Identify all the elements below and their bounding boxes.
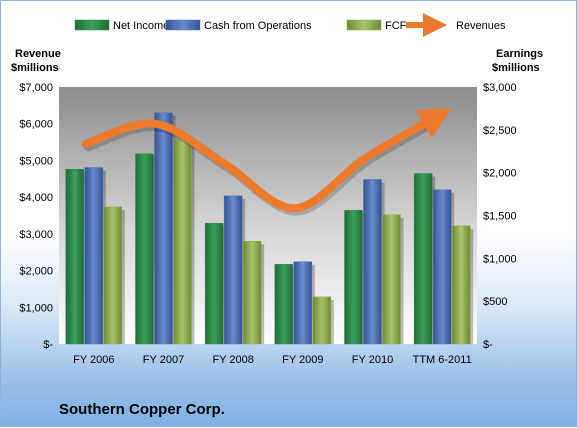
left-tick-label: $7,000 [19,82,53,94]
revenue-line-path [81,108,452,213]
left-axis-title-line2: $millions [11,62,59,74]
left-tick-label: $- [43,339,53,351]
right-axis-title-line2: $millions [492,62,540,74]
left-tick-label: $2,000 [19,266,53,278]
left-tick-label: $6,000 [19,119,53,131]
x-tick-label: FY 2006 [73,354,114,366]
legend-label-cash-from-operations: Cash from Operations [204,20,312,32]
bar-cash-from-operations [293,261,313,345]
legend-label-fcf: FCF [385,20,407,32]
bars [65,112,474,345]
bar-net-income [135,153,154,345]
legend-label-net-income: Net Income [113,20,169,32]
bar-net-income [344,210,363,345]
bar-fcf [312,296,332,345]
right-axis-title-line1: Earnings [496,48,543,60]
revenue-line [81,108,452,216]
left-tick-label: $4,000 [19,192,53,204]
right-tick-label: $- [483,339,493,351]
right-tick-label: $3,000 [483,82,517,94]
bar-net-income [204,222,224,345]
right-tick-label: $1,000 [483,253,517,265]
bar-net-income [274,264,294,345]
legend-label-revenues: Revenues [456,20,506,32]
left-tick-label: $1,000 [19,302,53,314]
bar-fcf [103,206,123,345]
bar-cash-from-operations [223,195,243,345]
x-axis-labels: FY 2006 FY 2007 FY 2008 FY 2009 FY 2010 TTM 6… [73,354,472,366]
x-tick-label: FY 2008 [212,354,253,366]
left-tick-label: $5,000 [19,155,53,167]
x-tick-label: FY 2009 [282,354,323,366]
x-tick-label: FY 2007 [143,354,184,366]
right-tick-label: $500 [483,296,507,308]
bar-fcf [382,214,401,345]
left-tick-label: $3,000 [19,229,53,241]
bar-fcf [242,240,262,345]
legend-swatch-net-income [74,19,110,31]
bar-cash-from-operations [154,112,173,345]
right-tick-label: $1,500 [483,211,517,223]
bar-cash-from-operations [432,189,452,345]
bar-cash-from-operations [363,179,382,345]
x-tick-label: FY 2010 [352,354,393,366]
x-tick-label: TTM 6-2011 [413,354,472,366]
legend-swatch-cash-from-operations [165,19,201,31]
legend: Net Income Cash from Operations FCF Revenue… [74,13,506,37]
chart-title: Southern Copper Corp. [59,401,225,418]
bar-fcf [173,139,192,345]
legend-swatch-fcf [346,19,382,31]
bar-cash-from-operations [84,167,104,345]
bar-fcf [451,225,471,345]
left-axis-title-line1: Revenue [15,48,61,60]
right-tick-label: $2,000 [483,168,517,180]
bar-net-income [65,168,85,345]
left-axis: $- $1,000 $2,000 $3,000 $4,000 $5,000 $6,000 $7… [19,82,53,351]
right-axis: $- $500 $1,000 $1,500 $2,000 $2,500 $3,000 [483,82,517,351]
right-tick-label: $2,500 [483,125,517,137]
bar-net-income [413,173,433,345]
